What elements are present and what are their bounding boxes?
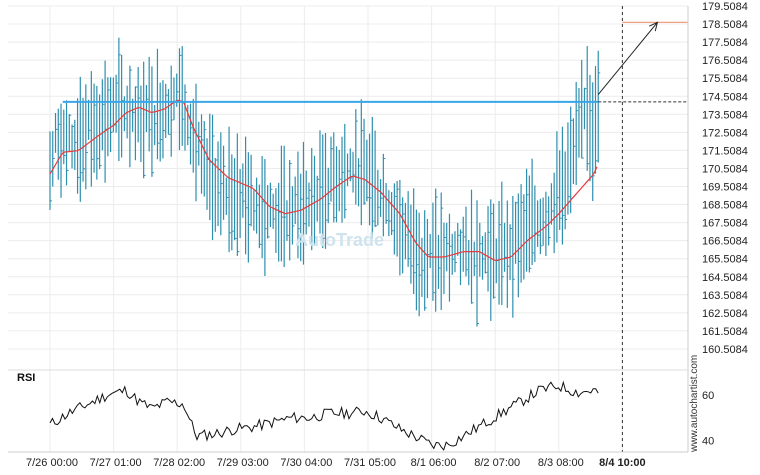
x-tick-label: 7/27 01:00 bbox=[90, 457, 142, 469]
moving-average bbox=[49, 99, 598, 262]
y-tick-label: 176.5084 bbox=[702, 55, 748, 67]
y-tick-label: 179.5084 bbox=[702, 1, 748, 13]
rsi-tick-label: 40 bbox=[702, 436, 714, 448]
x-tick-label: 8/4 10:00 bbox=[599, 457, 645, 469]
y-tick-label: 168.5084 bbox=[702, 200, 748, 212]
y-tick-label: 160.5084 bbox=[702, 344, 748, 356]
x-tick-label: 7/26 00:00 bbox=[26, 457, 78, 469]
x-tick-label: 7/30 04:00 bbox=[280, 457, 332, 469]
price-bars bbox=[49, 37, 601, 327]
y-tick-label: 166.5084 bbox=[702, 236, 748, 248]
rsi-line bbox=[49, 380, 599, 451]
y-tick-label: 163.5084 bbox=[702, 290, 748, 302]
y-tick-label: 172.5084 bbox=[702, 127, 748, 139]
x-tick-label: 8/3 08:00 bbox=[538, 457, 584, 469]
x-tick-label: 7/28 02:00 bbox=[153, 457, 205, 469]
pattern-overlay bbox=[62, 6, 688, 452]
y-tick-label: 161.5084 bbox=[702, 326, 748, 338]
y-tick-label: 178.5084 bbox=[702, 19, 748, 31]
watermark-logo: AutoTrade bbox=[295, 230, 384, 250]
y-tick-label: 171.5084 bbox=[702, 145, 748, 157]
y-tick-label: 167.5084 bbox=[702, 218, 748, 230]
x-tick-label: 7/31 05:00 bbox=[344, 457, 396, 469]
projection-arrow-line bbox=[597, 22, 658, 95]
rsi-title: RSI bbox=[17, 372, 35, 384]
grid-lines bbox=[8, 5, 688, 452]
site-label: www.autochartist.com bbox=[689, 355, 700, 453]
x-tick-label: 8/2 07:00 bbox=[474, 457, 520, 469]
y-tick-label: 162.5084 bbox=[702, 308, 748, 320]
y-tick-label: 170.5084 bbox=[702, 163, 748, 175]
y-tick-label: 164.5084 bbox=[702, 272, 748, 284]
axes: 179.5084 178.5084 177.5084 176.5084 175.5084… bbox=[8, 1, 748, 469]
x-tick-label: 8/1 06:00 bbox=[411, 457, 457, 469]
y-tick-label: 175.5084 bbox=[702, 73, 748, 85]
y-tick-label: 165.5084 bbox=[702, 254, 748, 266]
rsi-tick-label: 60 bbox=[702, 390, 714, 402]
x-tick-label: 7/29 03:00 bbox=[217, 457, 269, 469]
y-tick-label: 169.5084 bbox=[702, 182, 748, 194]
y-tick-label: 174.5084 bbox=[702, 91, 748, 103]
y-tick-label: 173.5084 bbox=[702, 109, 748, 121]
rsi-panel: 60 40 bbox=[49, 380, 714, 451]
y-tick-label: 177.5084 bbox=[702, 37, 748, 49]
moving-average-line bbox=[49, 99, 598, 262]
projection-arrow-head bbox=[649, 21, 659, 32]
